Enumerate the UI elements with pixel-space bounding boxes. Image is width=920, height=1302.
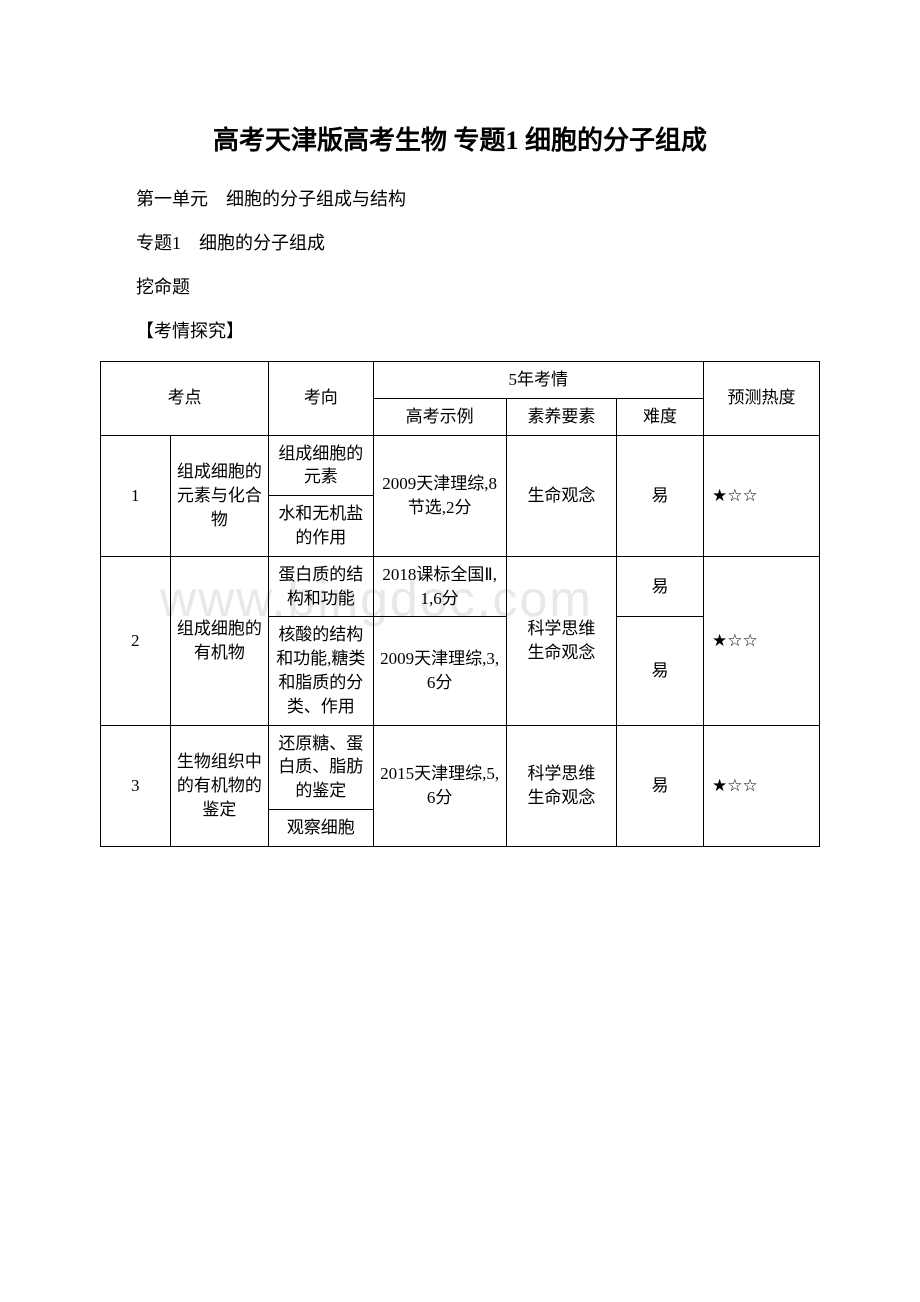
cell-direction: 蛋白质的结构和功能 xyxy=(269,556,373,617)
table-header-row: 考点 考向 5年考情 预测热度 xyxy=(101,362,820,399)
table-row: 1 组成细胞的元素与化合物 组成细胞的元素 2009天津理综,8节选,2分 生命… xyxy=(101,435,820,496)
header-situation: 5年考情 xyxy=(373,362,704,399)
header-heat: 预测热度 xyxy=(704,362,820,436)
cell-literacy: 生命观念 xyxy=(506,435,616,556)
cell-topic: 组成细胞的元素与化合物 xyxy=(170,435,269,556)
unit-heading: 第一单元 细胞的分子组成与结构 xyxy=(100,185,820,211)
cell-topic: 组成细胞的有机物 xyxy=(170,556,269,725)
cell-literacy: 科学思维 生命观念 xyxy=(506,556,616,725)
header-literacy: 素养要素 xyxy=(506,398,616,435)
topic-heading: 专题1 细胞的分子组成 xyxy=(100,229,820,255)
table-row: 3 生物组织中的有机物的鉴定 还原糖、蛋白质、脂肪的鉴定 2015天津理综,5,… xyxy=(101,725,820,809)
cell-example: 2009天津理综,3,6分 xyxy=(373,617,506,725)
cell-direction: 观察细胞 xyxy=(269,809,373,846)
cell-literacy: 科学思维 生命观念 xyxy=(506,725,616,846)
cell-difficulty: 易 xyxy=(617,435,704,556)
section-label: 挖命题 xyxy=(100,273,820,299)
header-difficulty: 难度 xyxy=(617,398,704,435)
cell-topic: 生物组织中的有机物的鉴定 xyxy=(170,725,269,846)
cell-heat: ★☆☆ xyxy=(704,725,820,846)
cell-num: 2 xyxy=(101,556,171,725)
cell-example: 2015天津理综,5,6分 xyxy=(373,725,506,846)
cell-direction: 水和无机盐的作用 xyxy=(269,496,373,557)
header-example: 高考示例 xyxy=(373,398,506,435)
cell-num: 1 xyxy=(101,435,171,556)
cell-direction: 还原糖、蛋白质、脂肪的鉴定 xyxy=(269,725,373,809)
cell-difficulty: 易 xyxy=(617,556,704,617)
cell-direction: 核酸的结构和功能,糖类和脂质的分类、作用 xyxy=(269,617,373,725)
cell-difficulty: 易 xyxy=(617,617,704,725)
exam-analysis-table: 考点 考向 5年考情 预测热度 高考示例 素养要素 难度 1 组成细胞的元素与化… xyxy=(100,361,820,847)
subsection-label: 【考情探究】 xyxy=(100,317,820,343)
cell-heat: ★☆☆ xyxy=(704,556,820,725)
cell-difficulty: 易 xyxy=(617,725,704,846)
cell-heat: ★☆☆ xyxy=(704,435,820,556)
header-direction: 考向 xyxy=(269,362,373,436)
cell-example: 2018课标全国Ⅱ,1,6分 xyxy=(373,556,506,617)
cell-example: 2009天津理综,8节选,2分 xyxy=(373,435,506,556)
cell-direction: 组成细胞的元素 xyxy=(269,435,373,496)
cell-num: 3 xyxy=(101,725,171,846)
page-title: 高考天津版高考生物 专题1 细胞的分子组成 xyxy=(100,120,820,157)
header-topic: 考点 xyxy=(101,362,269,436)
table-row: 2 组成细胞的有机物 蛋白质的结构和功能 2018课标全国Ⅱ,1,6分 科学思维… xyxy=(101,556,820,617)
